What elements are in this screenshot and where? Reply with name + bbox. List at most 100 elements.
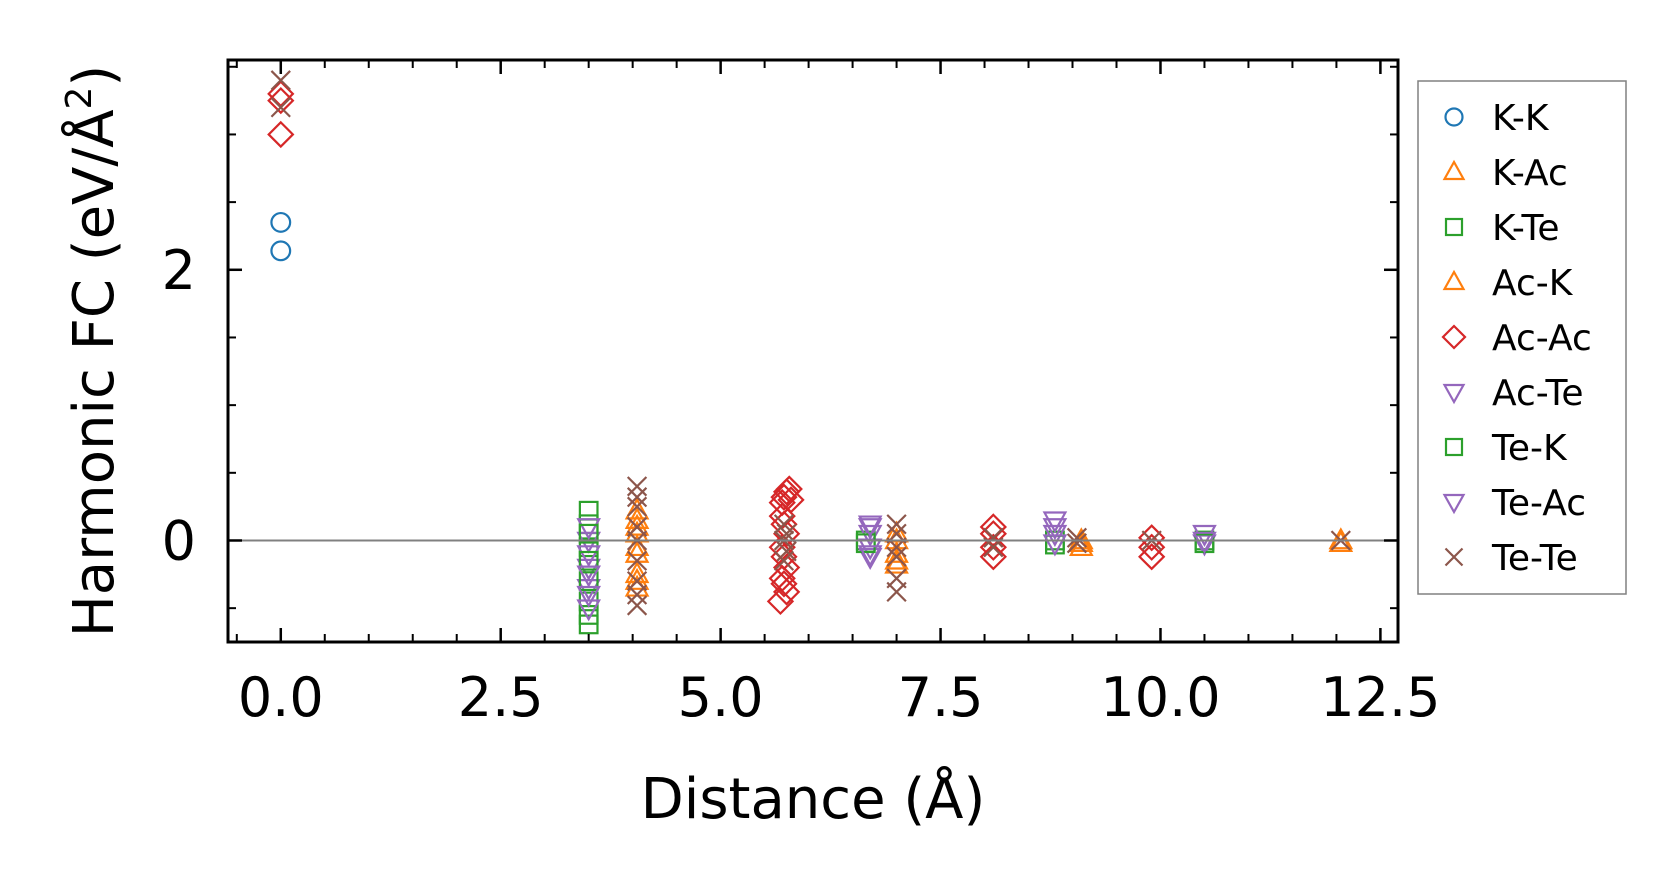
data-point bbox=[1042, 518, 1068, 541]
data-point bbox=[1042, 534, 1068, 557]
data-point bbox=[770, 570, 798, 598]
legend-label: Te-Ac bbox=[1491, 483, 1586, 524]
series-ac-ac bbox=[267, 80, 1166, 616]
data-point bbox=[626, 487, 648, 508]
legend-label: Te-Te bbox=[1491, 538, 1578, 579]
data-point bbox=[626, 496, 648, 517]
legend-marker bbox=[1442, 159, 1466, 181]
data-point bbox=[626, 595, 648, 616]
data-point bbox=[576, 518, 602, 541]
axis-ticks bbox=[228, 60, 1398, 642]
legend: K-K K-Ac K-Te Ac-K Ac-Ac Ac-Te Te-K Te-Ac Te-Te bbox=[1417, 80, 1627, 595]
data-point bbox=[886, 514, 907, 535]
y-axis-title-main: Harmonic FC (eV/Å bbox=[61, 109, 127, 637]
x-tick-label: 2.5 bbox=[458, 666, 544, 729]
data-point bbox=[1328, 527, 1354, 550]
data-point bbox=[886, 581, 907, 603]
data-point bbox=[267, 86, 295, 115]
legend-label: Te-K bbox=[1491, 428, 1568, 469]
data-point bbox=[766, 587, 795, 616]
data-point bbox=[857, 547, 883, 570]
legend-label: Ac-Te bbox=[1492, 373, 1584, 414]
legend-item: Te-Te bbox=[1444, 538, 1578, 579]
axis-tick-labels: 0.0 2.5 5.0 7.5 10.0 12.5 0 2 bbox=[162, 239, 1441, 729]
legend-label: K-Te bbox=[1492, 208, 1560, 249]
data-point bbox=[576, 599, 602, 622]
data-point bbox=[267, 80, 295, 108]
data-point bbox=[624, 497, 650, 520]
x-tick-label: 7.5 bbox=[898, 666, 984, 729]
data-point bbox=[979, 543, 1007, 571]
data-point bbox=[857, 515, 883, 538]
legend-item: Ac-Ac bbox=[1441, 318, 1592, 359]
legend-item: Ac-K bbox=[1442, 263, 1574, 304]
data-point bbox=[626, 550, 648, 571]
data-point bbox=[1138, 524, 1166, 552]
data-point bbox=[1328, 529, 1354, 552]
legend-label: K-Ac bbox=[1492, 153, 1568, 194]
series-ac-k bbox=[624, 513, 1354, 590]
legend-label: K-K bbox=[1492, 98, 1550, 139]
data-point bbox=[626, 476, 648, 497]
data-point bbox=[576, 565, 602, 588]
series-te-te bbox=[270, 70, 1351, 616]
legend-marker bbox=[1444, 437, 1464, 457]
legend-item: K-Te bbox=[1444, 208, 1560, 249]
legend-item: Ac-Te bbox=[1442, 373, 1584, 414]
data-point bbox=[578, 500, 599, 521]
legend-item: Te-K bbox=[1444, 428, 1568, 469]
data-point bbox=[979, 533, 1007, 561]
data-point bbox=[267, 120, 295, 149]
legend-marker bbox=[1444, 547, 1464, 567]
legend-label: Ac-Ac bbox=[1492, 318, 1592, 359]
legend-marker bbox=[1441, 324, 1467, 350]
legend-marker bbox=[1442, 383, 1466, 405]
x-tick-label: 5.0 bbox=[678, 666, 764, 729]
data-point bbox=[773, 550, 795, 571]
data-point bbox=[270, 211, 292, 233]
data-point bbox=[884, 547, 909, 570]
x-axis-title: Distance (Å) bbox=[641, 766, 986, 832]
data-point bbox=[857, 518, 883, 541]
data-point bbox=[578, 550, 599, 571]
data-point bbox=[1066, 533, 1088, 554]
y-axis-title-close: ) bbox=[62, 65, 127, 87]
data-point bbox=[578, 523, 599, 544]
data-markers bbox=[267, 70, 1354, 635]
data-point bbox=[626, 584, 648, 605]
data-point bbox=[886, 546, 907, 567]
data-point bbox=[270, 97, 291, 118]
x-tick-label: 0.0 bbox=[238, 666, 324, 729]
data-point bbox=[1066, 527, 1088, 548]
data-point bbox=[1042, 511, 1068, 534]
data-point bbox=[1068, 534, 1094, 557]
data-point bbox=[578, 571, 599, 591]
legend-item: K-Ac bbox=[1442, 153, 1568, 194]
data-point bbox=[576, 545, 602, 568]
legend-marker bbox=[1444, 107, 1464, 127]
series-te-ac bbox=[576, 515, 1217, 622]
data-point bbox=[1138, 533, 1166, 561]
data-point bbox=[1192, 531, 1217, 554]
legend-item: K-K bbox=[1444, 98, 1550, 139]
data-point bbox=[775, 475, 803, 503]
data-point bbox=[1192, 534, 1217, 557]
data-point bbox=[624, 567, 650, 590]
x-tick-label: 12.5 bbox=[1320, 666, 1440, 729]
plot-frame bbox=[226, 58, 1400, 644]
y-tick-label: 2 bbox=[162, 239, 196, 302]
data-point bbox=[983, 527, 1004, 548]
data-point bbox=[857, 545, 883, 568]
series-k-k bbox=[270, 211, 292, 262]
y-axis-title: Harmonic FC (eV/Å2) bbox=[59, 65, 127, 638]
data-point bbox=[1138, 543, 1166, 571]
data-point bbox=[772, 578, 801, 606]
x-tick-label: 10.0 bbox=[1100, 666, 1220, 729]
y-tick-label: 0 bbox=[162, 509, 196, 572]
legend-marker bbox=[1442, 493, 1466, 515]
data-point bbox=[578, 614, 599, 635]
legend-marker bbox=[1444, 217, 1464, 237]
legend-marker bbox=[1442, 269, 1466, 291]
legend-item: Te-Ac bbox=[1442, 483, 1586, 524]
